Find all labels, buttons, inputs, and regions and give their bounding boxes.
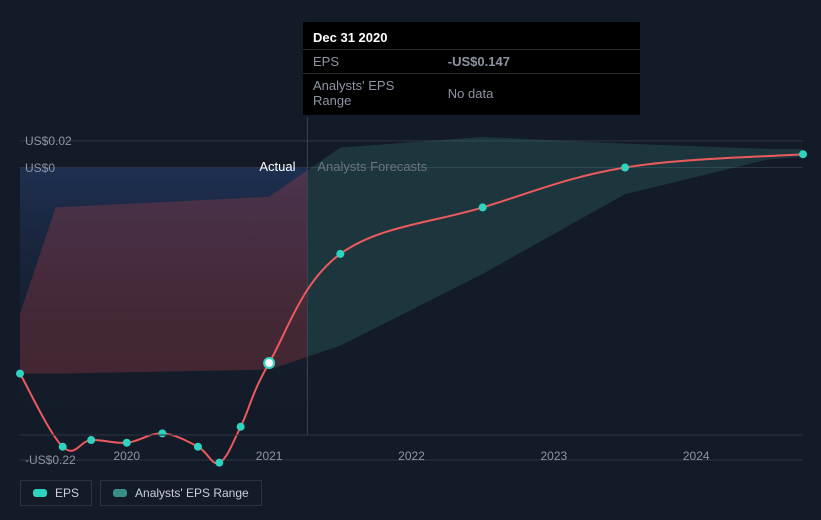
eps-marker[interactable] [336, 250, 344, 258]
legend-label: Analysts' EPS Range [135, 486, 249, 500]
eps-marker[interactable] [799, 150, 807, 158]
x-tick-label: 2024 [683, 449, 710, 463]
eps-marker[interactable] [479, 203, 487, 211]
x-tick-label: 2020 [113, 449, 140, 463]
eps-marker[interactable] [237, 423, 245, 431]
y-tick-label: US$0.02 [25, 134, 72, 148]
legend-range[interactable]: Analysts' EPS Range [100, 480, 262, 506]
legend-swatch [33, 489, 47, 497]
eps-marker[interactable] [16, 370, 24, 378]
eps-marker[interactable] [194, 443, 202, 451]
legend-swatch [113, 489, 127, 497]
tooltip-row-label: EPS [303, 50, 438, 74]
eps-marker[interactable] [123, 439, 131, 447]
eps-marker[interactable] [215, 459, 223, 467]
eps-marker[interactable] [59, 443, 67, 451]
tooltip-table: EPS -US$0.147 Analysts' EPS Range No dat… [303, 49, 640, 112]
y-tick-label: -US$0.22 [25, 453, 76, 467]
x-tick-label: 2023 [541, 449, 568, 463]
x-tick-label: 2022 [398, 449, 425, 463]
eps-marker[interactable] [158, 429, 166, 437]
legend-label: EPS [55, 486, 79, 500]
eps-forecast-chart: { "tooltip": { "title": "Dec 31 2020", "… [0, 0, 821, 520]
x-tick-label: 2021 [256, 449, 283, 463]
eps-marker-highlight[interactable] [264, 358, 274, 368]
forecast-region-label: Analysts Forecasts [317, 159, 427, 174]
y-tick-label: US$0 [25, 161, 55, 175]
tooltip-row-value: -US$0.147 [438, 50, 640, 74]
tooltip-row-label: Analysts' EPS Range [303, 74, 438, 113]
actual-region-label: Actual [259, 159, 295, 174]
eps-marker[interactable] [621, 164, 629, 172]
tooltip-row-value: No data [438, 74, 640, 113]
tooltip-date: Dec 31 2020 [303, 22, 640, 49]
legend-eps[interactable]: EPS [20, 480, 92, 506]
legend: EPS Analysts' EPS Range [20, 480, 262, 506]
chart-tooltip: Dec 31 2020 EPS -US$0.147 Analysts' EPS … [303, 22, 640, 115]
eps-marker[interactable] [87, 436, 95, 444]
